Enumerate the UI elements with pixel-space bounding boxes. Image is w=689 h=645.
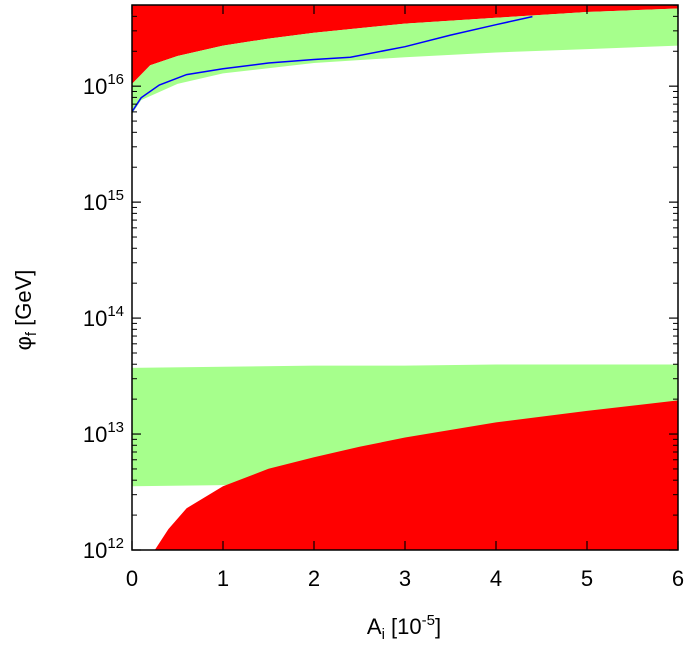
y-tick-label: 1012 <box>83 535 124 563</box>
series-lines <box>132 15 533 113</box>
y-tick-label: 1016 <box>83 71 124 99</box>
y-tick-label: 1015 <box>83 187 124 215</box>
axis-ticks: 0 1 2 3 4 5 6 1012 1013 1014 1015 1016 <box>83 4 684 591</box>
x-tick-label: 1 <box>217 566 229 591</box>
region-red-upper <box>132 5 678 84</box>
y-axis-label: φf [GeV] <box>11 270 40 351</box>
series-line-0 <box>132 15 533 113</box>
x-tick-label: 0 <box>126 566 138 591</box>
y-tick-label: 1013 <box>83 419 124 447</box>
region-red-lower <box>154 400 678 550</box>
shaded-regions <box>132 5 678 550</box>
x-tick-label: 5 <box>581 566 593 591</box>
x-tick-label: 3 <box>399 566 411 591</box>
x-tick-label: 6 <box>672 566 684 591</box>
x-tick-label: 2 <box>308 566 320 591</box>
x-tick-label: 4 <box>490 566 502 591</box>
y-tick-label: 1014 <box>83 303 124 331</box>
region-green-upper <box>132 8 678 114</box>
x-axis-label: Ai [10-5] <box>367 612 441 643</box>
